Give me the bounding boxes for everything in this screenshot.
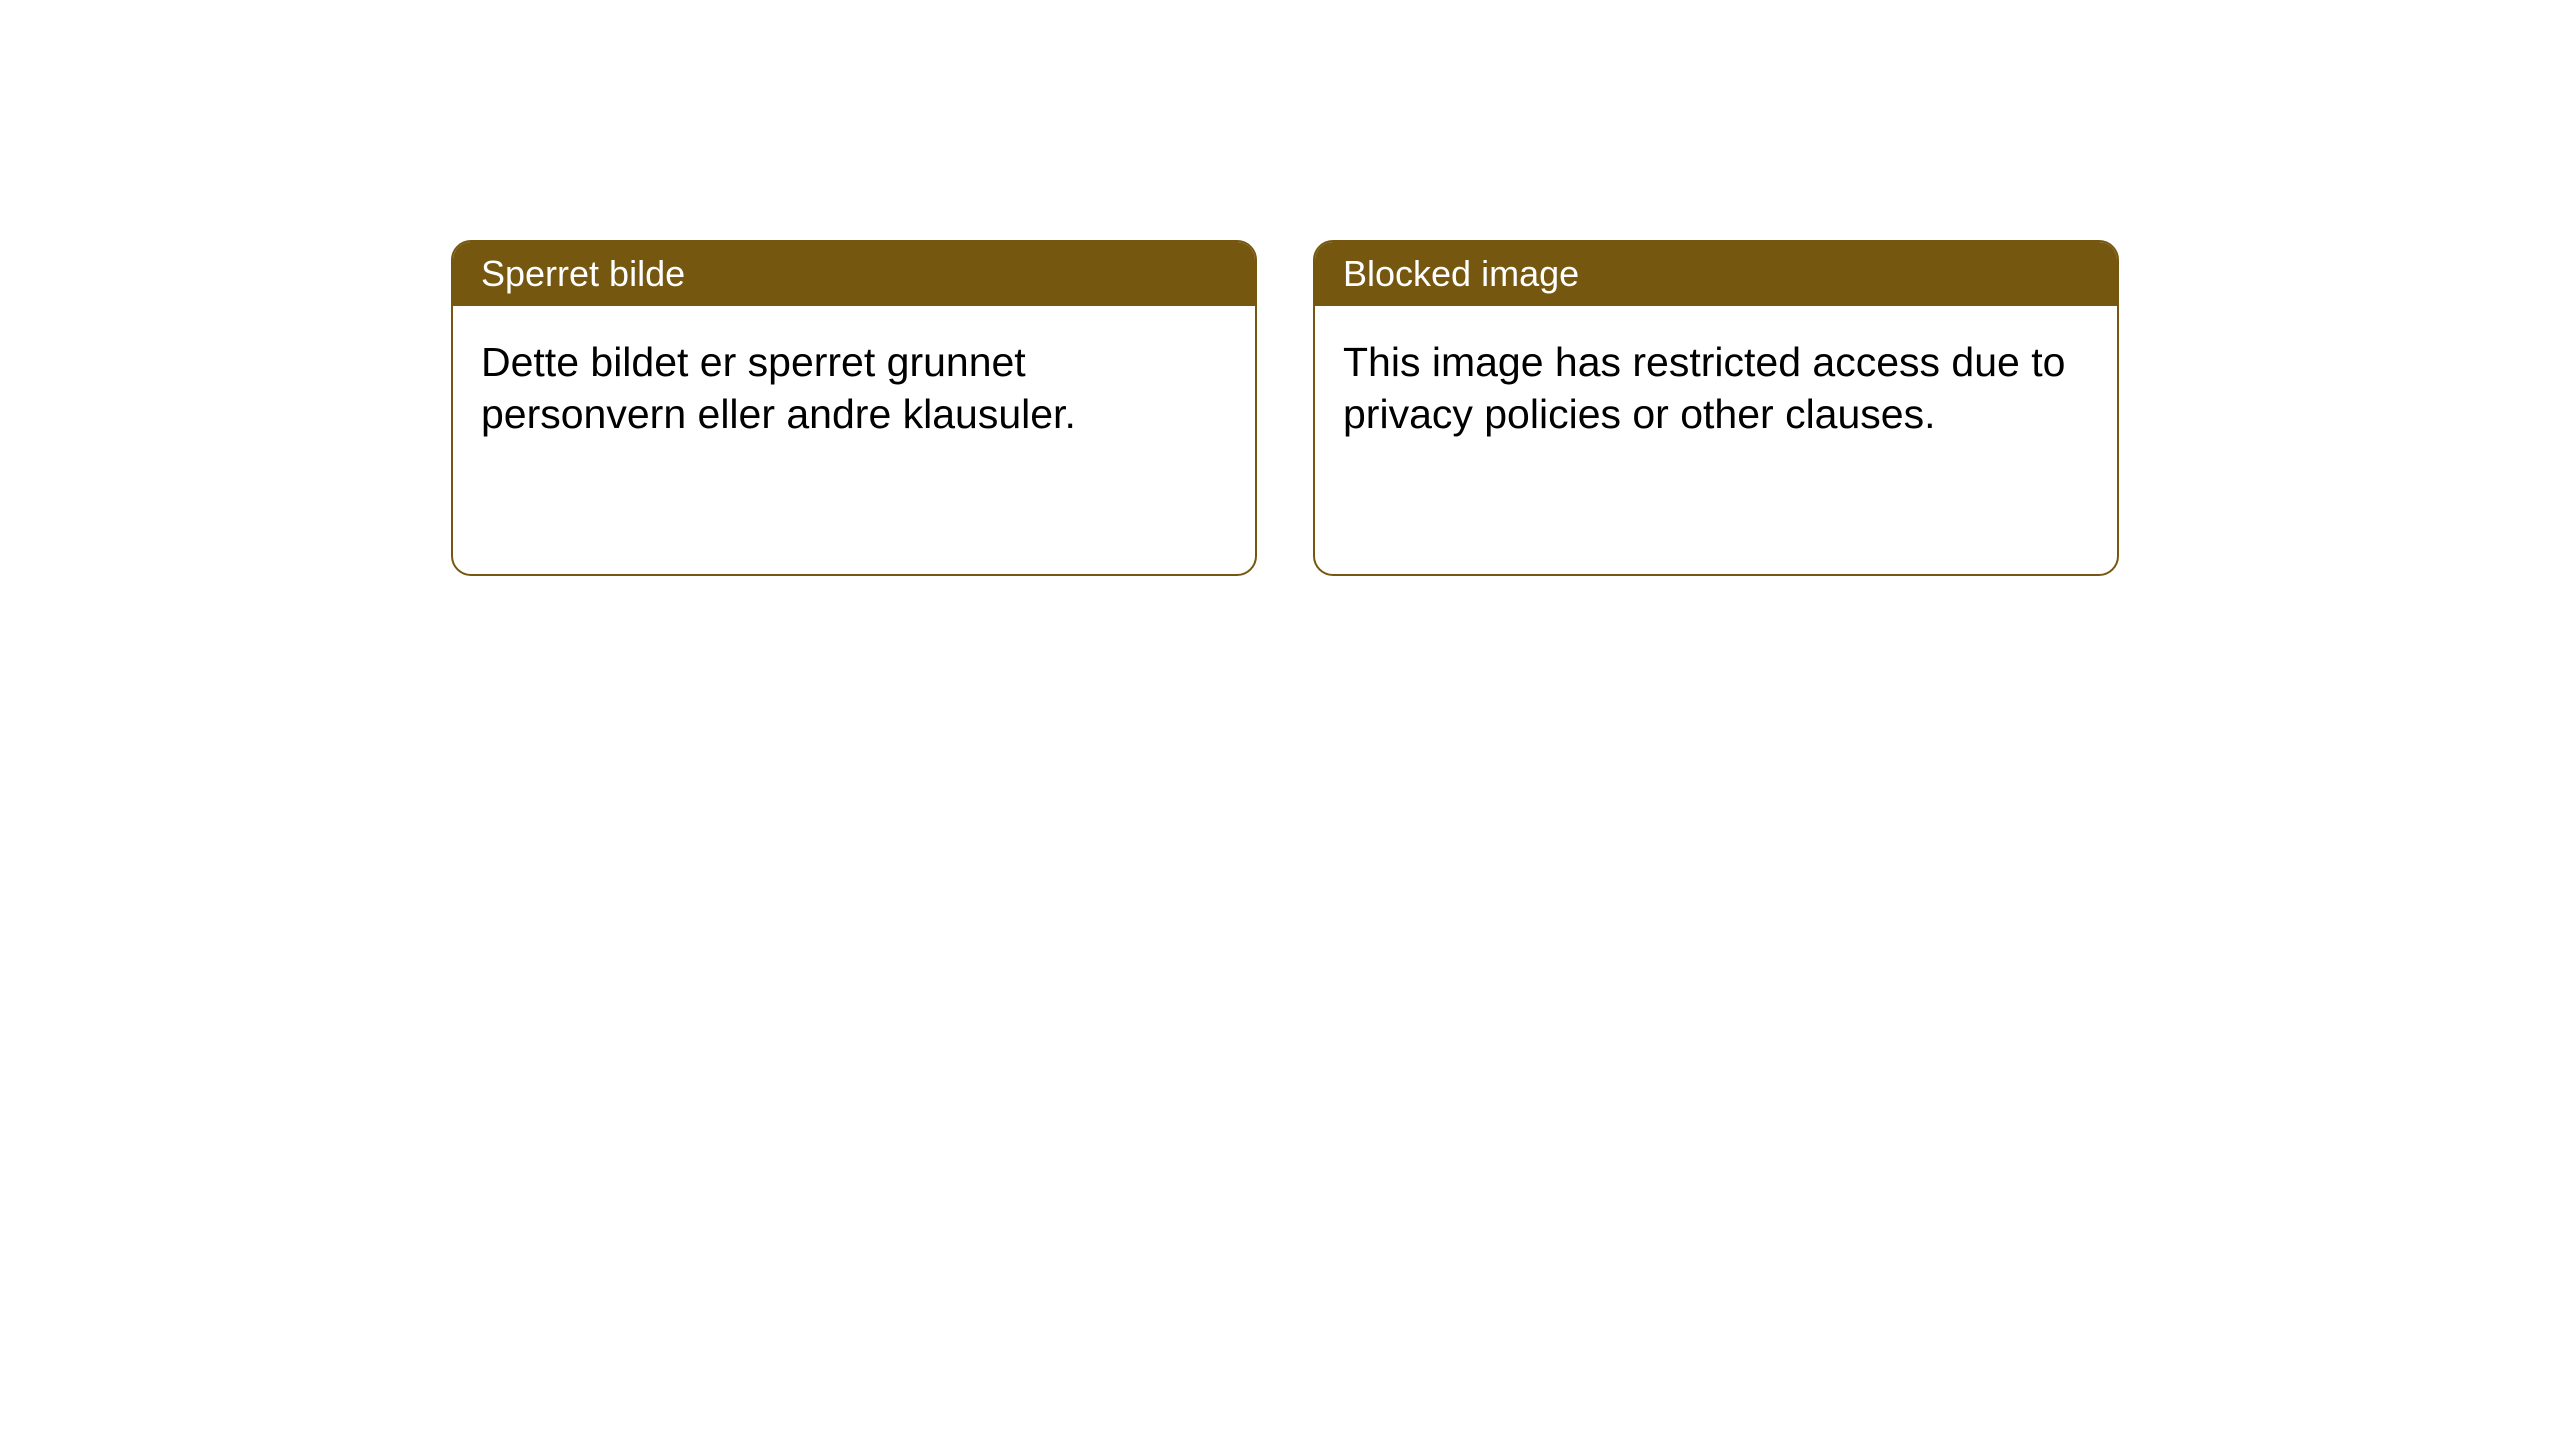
blocked-image-panel-english: Blocked image This image has restricted … (1313, 240, 2119, 576)
notice-panels-container: Sperret bilde Dette bildet er sperret gr… (451, 240, 2119, 576)
panel-title: Sperret bilde (453, 242, 1255, 306)
blocked-image-panel-norwegian: Sperret bilde Dette bildet er sperret gr… (451, 240, 1257, 576)
panel-body-text: Dette bildet er sperret grunnet personve… (453, 306, 1255, 471)
panel-body-text: This image has restricted access due to … (1315, 306, 2117, 471)
panel-title: Blocked image (1315, 242, 2117, 306)
